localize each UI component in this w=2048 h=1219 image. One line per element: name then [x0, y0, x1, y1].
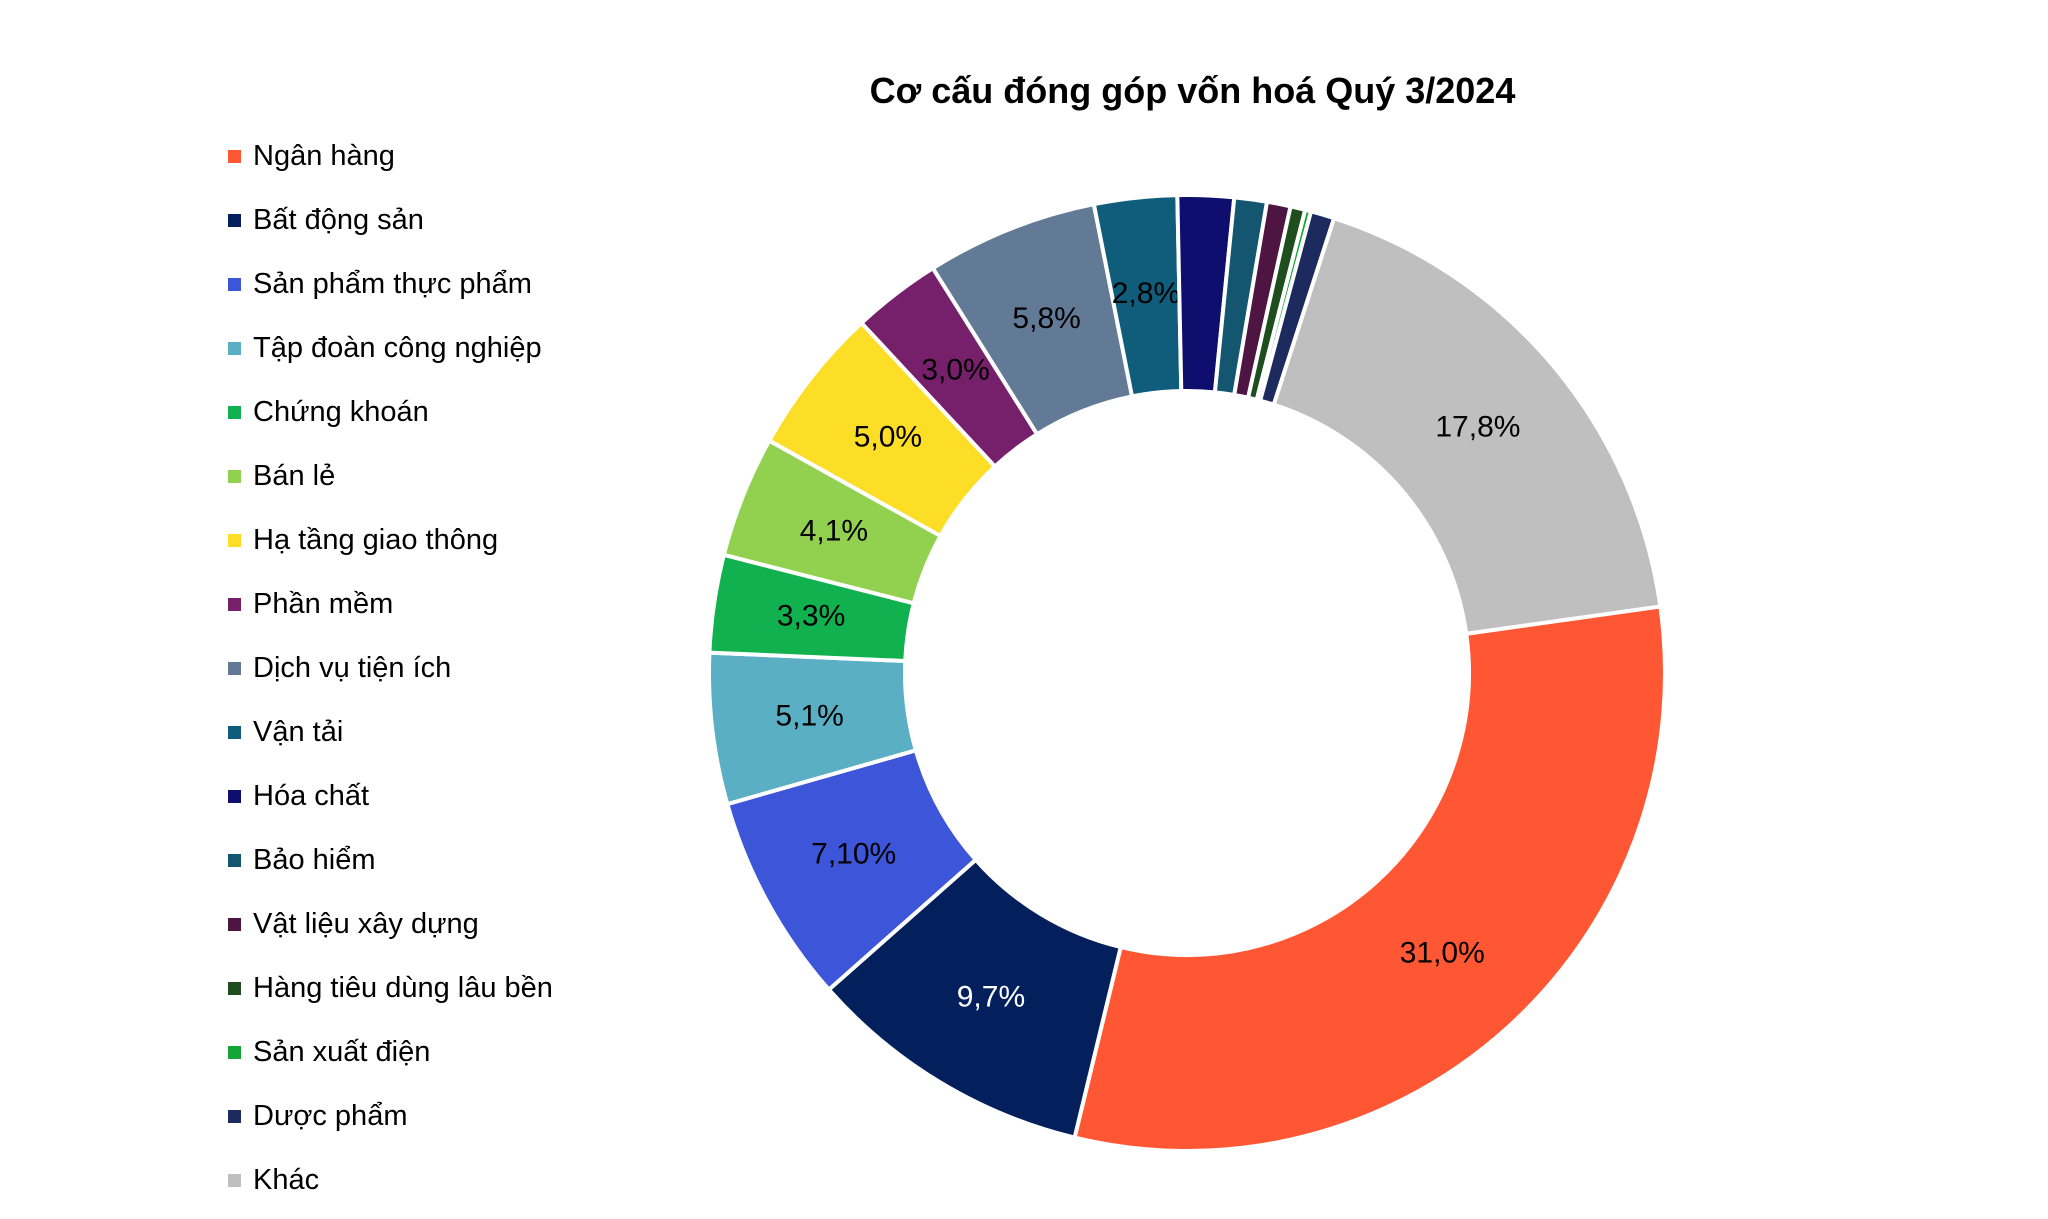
- legend-label: Sản xuất điện: [253, 1035, 431, 1068]
- legend-item: Tập đoàn công nghiệp: [228, 316, 553, 380]
- slice-data-label: 7,10%: [811, 837, 896, 870]
- legend-label: Phần mềm: [253, 587, 394, 620]
- legend-label: Bất động sản: [253, 203, 424, 236]
- legend-item: Hóa chất: [228, 764, 553, 828]
- slice-data-label: 3,0%: [921, 354, 989, 387]
- legend-item: Hàng tiêu dùng lâu bền: [228, 956, 553, 1020]
- legend-label: Ngân hàng: [253, 139, 395, 172]
- chart-title: Cơ cấu đóng góp vốn hoá Quý 3/2024: [869, 70, 1516, 111]
- legend-item: Phần mềm: [228, 572, 553, 636]
- legend-label: Tập đoàn công nghiệp: [253, 331, 542, 364]
- legend-item: Bất động sản: [228, 188, 553, 252]
- legend-item: Bán lẻ: [228, 444, 553, 508]
- legend-item: Vật liệu xây dựng: [228, 892, 553, 956]
- legend-item: Chứng khoán: [228, 380, 553, 444]
- legend-label: Hóa chất: [253, 779, 370, 812]
- legend-swatch: [228, 341, 241, 355]
- slice-data-label: 9,7%: [957, 980, 1025, 1013]
- legend-swatch: [228, 1045, 241, 1059]
- legend-label: Vận tải: [253, 715, 344, 748]
- legend-swatch: [228, 853, 241, 867]
- legend-label: Dược phẩm: [253, 1099, 408, 1132]
- legend-item: Dịch vụ tiện ích: [228, 636, 553, 700]
- legend-swatch: [228, 405, 241, 419]
- legend-label: Dịch vụ tiện ích: [253, 651, 452, 684]
- legend-label: Bảo hiểm: [253, 843, 376, 876]
- legend-swatch: [228, 213, 241, 227]
- legend-swatch: [228, 149, 241, 163]
- legend-swatch: [228, 277, 241, 291]
- slice-data-label: 31,0%: [1400, 936, 1485, 969]
- legend-swatch: [228, 917, 241, 931]
- slice-data-label: 3,3%: [777, 600, 845, 633]
- legend-swatch: [228, 1173, 241, 1187]
- legend-item: Hạ tầng giao thông: [228, 508, 553, 572]
- donut-slice: [1271, 215, 1663, 637]
- legend-item: Ngân hàng: [228, 124, 553, 188]
- legend-item: Khác: [228, 1148, 553, 1212]
- slice-data-label: 17,8%: [1435, 410, 1520, 443]
- legend-swatch: [228, 789, 241, 803]
- legend-swatch: [228, 661, 241, 675]
- legend-swatch: [228, 533, 241, 547]
- slice-data-label: 4,1%: [800, 514, 868, 547]
- legend-label: Bán lẻ: [253, 459, 336, 492]
- slice-data-label: 2,8%: [1112, 277, 1180, 310]
- legend-swatch: [228, 597, 241, 611]
- legend-item: Vận tải: [228, 700, 553, 764]
- legend-swatch: [228, 725, 241, 739]
- legend-item: Bảo hiểm: [228, 828, 553, 892]
- legend-label: Khác: [253, 1163, 320, 1196]
- legend-item: Sản xuất điện: [228, 1020, 553, 1084]
- legend-item: Sản phẩm thực phẩm: [228, 252, 553, 316]
- chart-legend: Ngân hàng Bất động sản Sản phẩm thực phẩm T…: [228, 124, 553, 1212]
- legend-label: Hàng tiêu dùng lâu bền: [253, 971, 553, 1004]
- slice-data-label: 5,1%: [775, 700, 843, 733]
- legend-item: Dược phẩm: [228, 1084, 553, 1148]
- legend-label: Vật liệu xây dựng: [253, 907, 479, 940]
- slice-data-label: 5,0%: [854, 421, 922, 454]
- legend-label: Chứng khoán: [253, 395, 429, 428]
- legend-swatch: [228, 981, 241, 995]
- donut-slice: [1072, 604, 1667, 1153]
- legend-label: Sản phẩm thực phẩm: [253, 267, 532, 300]
- legend-swatch: [228, 1109, 241, 1123]
- legend-label: Hạ tầng giao thông: [253, 523, 499, 556]
- slice-data-label: 5,8%: [1012, 302, 1080, 335]
- legend-swatch: [228, 469, 241, 483]
